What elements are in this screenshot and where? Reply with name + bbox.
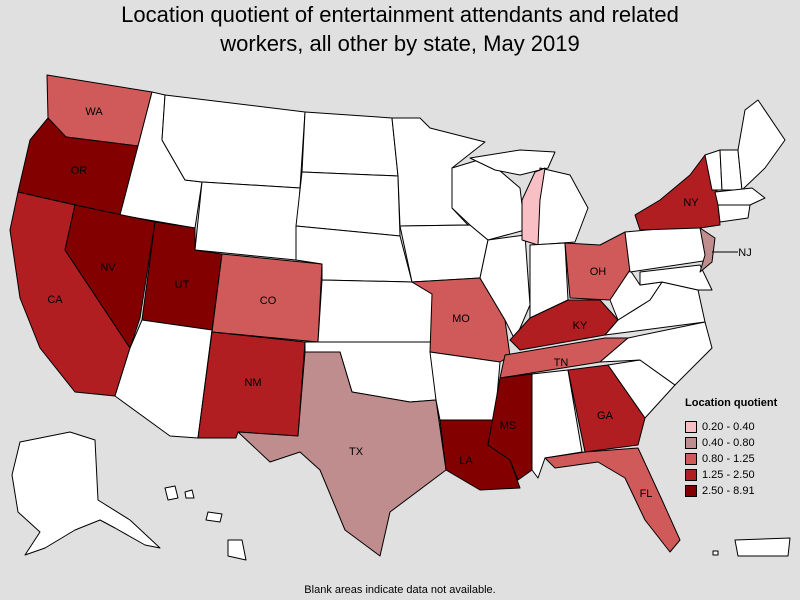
territory-pr[interactable] xyxy=(734,537,791,557)
map-title-line1: Location quotient of entertainment atten… xyxy=(121,2,679,27)
label-la: LA xyxy=(459,455,473,467)
state-md[interactable] xyxy=(639,264,713,291)
label-ut: UT xyxy=(175,279,190,291)
legend-item: 0.80 - 1.25 xyxy=(685,451,797,467)
legend-item: 2.50 - 8.91 xyxy=(685,483,797,499)
label-fl: FL xyxy=(640,488,653,500)
map-title: Location quotient of entertainment atten… xyxy=(0,0,800,58)
label-mo: MO xyxy=(452,313,470,325)
state-nd[interactable] xyxy=(301,111,399,177)
legend-label: 2.50 - 8.91 xyxy=(702,485,755,497)
label-wa: WA xyxy=(85,106,103,118)
map-title-line2: workers, all other by state, May 2019 xyxy=(220,31,580,56)
state-ar[interactable] xyxy=(429,351,501,421)
state-wy[interactable] xyxy=(194,181,301,261)
label-nm: NM xyxy=(244,377,261,389)
legend-label: 0.80 - 1.25 xyxy=(702,453,755,465)
state-nj[interactable] xyxy=(699,227,716,273)
territory-vi[interactable] xyxy=(712,550,719,556)
state-nv[interactable] xyxy=(64,204,156,349)
state-sd[interactable] xyxy=(295,171,401,237)
state-tx[interactable] xyxy=(237,351,447,557)
legend-swatch xyxy=(685,437,697,449)
legend-item: 0.40 - 0.80 xyxy=(685,435,797,451)
label-ny: NY xyxy=(683,197,699,209)
label-ky: KY xyxy=(573,320,588,332)
state-mi-upper[interactable] xyxy=(469,149,556,176)
legend-title: Location quotient xyxy=(685,397,778,409)
us-state-map: WA OR CA NV UT CO NM TX MO LA MS TN KY G… xyxy=(9,74,791,561)
legend-label: 0.40 - 0.80 xyxy=(702,437,755,449)
state-ct[interactable] xyxy=(717,204,751,223)
state-ia[interactable] xyxy=(399,224,489,283)
state-ak[interactable] xyxy=(11,431,161,556)
label-or: OR xyxy=(71,165,88,177)
label-ca: CA xyxy=(47,294,63,306)
legend-swatch xyxy=(685,421,697,433)
legend-swatch xyxy=(685,485,697,497)
footnote: Blank areas indicate data not available. xyxy=(304,584,496,596)
state-ga[interactable] xyxy=(567,364,646,453)
label-co: CO xyxy=(260,295,277,307)
state-fl[interactable] xyxy=(544,447,681,553)
state-mt[interactable] xyxy=(161,94,306,189)
state-me[interactable] xyxy=(737,99,786,191)
legend-swatch xyxy=(685,469,697,481)
state-hi[interactable] xyxy=(164,485,247,561)
label-nv: NV xyxy=(100,262,116,274)
state-nc[interactable] xyxy=(599,321,713,386)
label-tx: TX xyxy=(349,446,364,458)
legend-item: 0.20 - 0.40 xyxy=(685,419,797,435)
legend-item: 1.25 - 2.50 xyxy=(685,467,797,483)
state-ma[interactable] xyxy=(714,187,766,206)
legend: Location quotient 0.20 - 0.40 0.40 - 0.8… xyxy=(685,397,797,499)
label-ms: MS xyxy=(500,420,517,432)
legend-label: 0.20 - 0.40 xyxy=(702,421,755,433)
legend-swatch xyxy=(685,453,697,465)
label-oh: OH xyxy=(590,266,607,278)
state-ky[interactable] xyxy=(509,299,619,351)
label-tn: TN xyxy=(554,357,569,369)
legend-label: 1.25 - 2.50 xyxy=(702,469,755,481)
state-ks[interactable] xyxy=(317,279,433,343)
label-ga: GA xyxy=(597,410,614,422)
label-nj: NJ xyxy=(738,247,751,259)
